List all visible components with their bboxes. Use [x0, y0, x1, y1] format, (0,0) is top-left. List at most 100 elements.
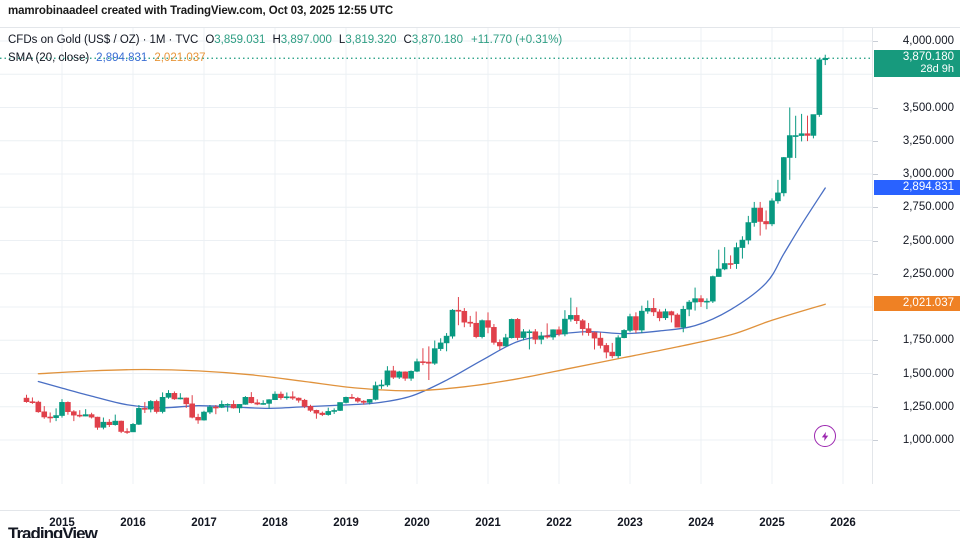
price-tick-label: 2,500.000	[902, 234, 954, 247]
candle	[810, 114, 817, 139]
candle-body	[455, 309, 462, 312]
candle	[698, 295, 704, 307]
candle	[53, 408, 59, 422]
candle	[621, 329, 627, 339]
candle	[674, 313, 681, 328]
candle-body	[384, 370, 391, 386]
candle	[467, 315, 474, 327]
candle-body	[627, 316, 633, 331]
candle-body	[822, 57, 829, 61]
candle	[639, 305, 645, 334]
candle	[443, 333, 450, 352]
candle-body	[508, 319, 515, 339]
candle	[781, 156, 787, 197]
candle-body	[343, 397, 349, 403]
candle-body	[727, 263, 734, 265]
candle-body	[301, 399, 308, 407]
price-axis[interactable]: 4,000.000 3,500.000 3,250.000 3,000.000 2,75…	[872, 28, 960, 484]
candle-body	[171, 393, 178, 400]
candle	[792, 115, 799, 159]
candle-body	[124, 431, 130, 433]
time-tick-label: 2016	[120, 517, 146, 529]
candle-body	[165, 393, 172, 398]
candle	[195, 413, 201, 424]
candle-body	[396, 371, 403, 378]
candle	[686, 300, 692, 317]
candle	[597, 332, 604, 349]
candle	[568, 297, 574, 322]
last-price-tag[interactable]: 3,870.180 28d 9h	[874, 50, 960, 78]
candle-body	[710, 276, 716, 302]
attribution-text: mamrobinaadeel created with TradingView.…	[8, 5, 394, 17]
candle-body	[147, 401, 154, 410]
candle-body	[662, 311, 669, 319]
candle-body	[562, 318, 568, 335]
candle	[591, 331, 598, 350]
candle	[301, 398, 308, 409]
candle	[331, 408, 337, 414]
candle-body	[47, 416, 53, 419]
candle-body	[680, 308, 687, 328]
candle	[727, 255, 734, 269]
candle-body	[360, 400, 367, 403]
candle	[556, 326, 562, 337]
candle	[378, 379, 385, 389]
candle-body	[704, 300, 710, 303]
candle	[680, 305, 687, 333]
candle-body	[195, 416, 201, 421]
candle-body	[207, 406, 213, 413]
candle	[526, 329, 533, 350]
candle	[822, 54, 829, 66]
candlestick-plot	[0, 28, 872, 484]
sma-fast-tag[interactable]: 2,894.831	[874, 179, 960, 195]
candle	[337, 402, 343, 412]
candle	[603, 343, 610, 359]
candle-body	[473, 322, 479, 337]
candle-body	[573, 315, 580, 322]
time-tick-label: 2024	[688, 517, 714, 529]
candle-body	[266, 399, 272, 404]
candle-body	[798, 133, 805, 136]
candle	[786, 107, 793, 180]
price-tick-label: 1,500.000	[902, 367, 954, 380]
candle	[242, 396, 249, 405]
candle	[449, 309, 456, 339]
lightning-bolt-icon[interactable]	[814, 425, 837, 447]
plot-area[interactable]	[0, 28, 872, 484]
candle-body	[76, 414, 83, 417]
candle-body	[674, 314, 681, 328]
candle-body	[485, 320, 491, 328]
candle	[159, 392, 166, 414]
candle	[715, 249, 722, 277]
candle-body	[615, 337, 621, 357]
candle-body	[260, 403, 266, 405]
candle	[656, 309, 663, 322]
candle	[153, 399, 160, 414]
candle	[769, 198, 775, 227]
candle	[319, 411, 326, 417]
time-axis[interactable]: 2015 2016 2017 2018 2019 2020 2021 2022 2023 2024…	[0, 510, 960, 538]
candle-body	[633, 316, 639, 331]
candle-body	[426, 361, 432, 364]
price-tick-label: 2,750.000	[902, 201, 954, 214]
candle	[272, 391, 278, 401]
candle-body	[556, 329, 562, 335]
candle-body	[59, 402, 65, 416]
time-tick-label: 2026	[830, 517, 856, 529]
candle	[35, 400, 42, 413]
sma-fast-tag-value: 2,894.831	[902, 180, 954, 193]
sma-slow-line	[37, 303, 826, 392]
candle-body	[136, 408, 142, 425]
candle-body	[82, 414, 89, 417]
candle	[431, 340, 438, 365]
candle-body	[41, 411, 48, 418]
candle-body	[349, 397, 355, 399]
candle-body	[177, 397, 184, 400]
price-tick-label: 2,250.000	[902, 267, 954, 280]
candle-body	[502, 337, 509, 347]
candle-body	[686, 301, 692, 310]
candle-body	[763, 221, 769, 225]
sma-slow-tag[interactable]: 2,021.037	[874, 296, 960, 312]
candle	[485, 312, 491, 334]
price-tick-mark	[873, 373, 878, 375]
